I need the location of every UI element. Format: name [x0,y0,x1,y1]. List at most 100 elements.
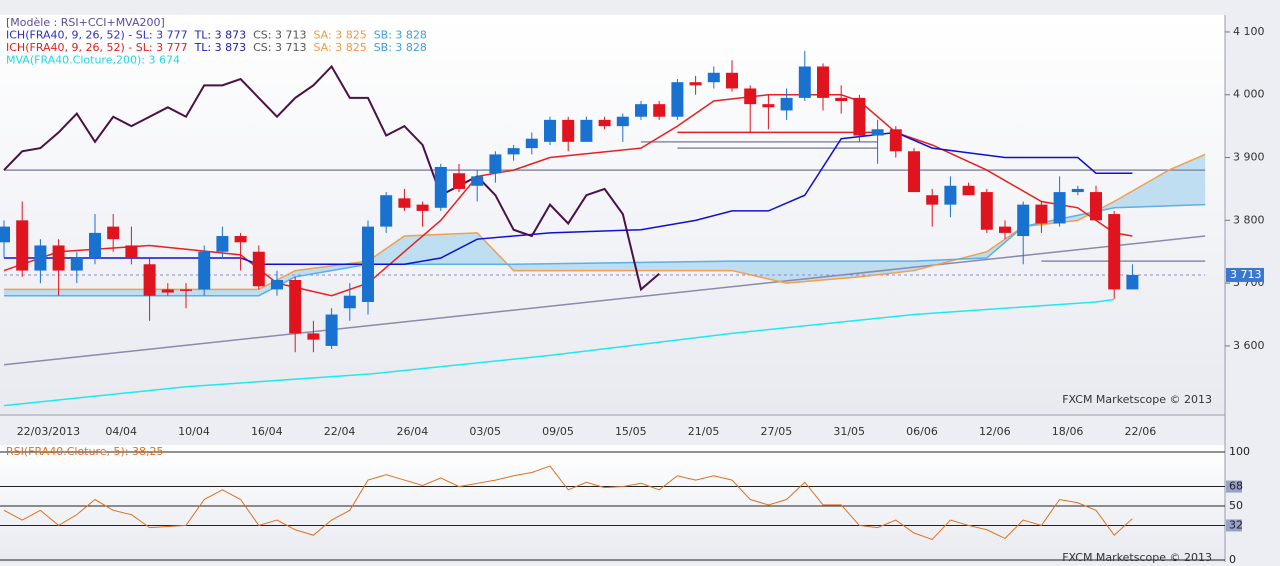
candle-body [762,104,775,108]
x-tick-label: 22/03/2013 [17,425,80,438]
x-tick-label: 26/04 [397,425,429,438]
candle-body [325,314,338,346]
candle-body [271,279,283,290]
x-tick-label: 06/06 [906,425,938,438]
candle-body [398,198,411,208]
candle-body [598,119,611,127]
x-tick-label: 18/06 [1052,425,1084,438]
y-tick-label: 3 900 [1233,151,1265,164]
price-marker-label: 3 713 [1230,268,1262,281]
candle-body [853,97,866,136]
x-tick-label: 04/04 [105,425,137,438]
candle-body [16,220,29,271]
candle-body [707,72,720,83]
x-tick-label: 03/05 [469,425,501,438]
candle-body [616,116,629,127]
x-tick-label: 22/04 [324,425,356,438]
y-tick-label: 4 000 [1233,88,1265,101]
x-tick-label: 09/05 [542,425,574,438]
cloud-fill [4,154,1206,296]
header-segment: TL: 3 873 [194,29,247,42]
indicator-line [4,131,1133,266]
candle-body [744,88,757,105]
candle-body [798,66,811,98]
y-tick-label: 4 100 [1233,25,1265,38]
candle-body [926,195,939,205]
candle-body [780,97,793,111]
candle-body [70,258,83,271]
header-segment: ICH(FRA40, 9, 26, 52) - SL: 3 777 [6,29,188,42]
candle-body [871,129,884,136]
rsi-label: RSI(FRA40.Cloture, 5): 38,25 [6,445,163,458]
candle-body [908,151,920,193]
x-tick-label: 21/05 [688,425,720,438]
candle-body [507,148,520,155]
candle-body [52,245,65,271]
candle-body [817,66,829,98]
indicator-line [3,298,1115,407]
candle-body [125,245,138,259]
candle-body [544,119,556,142]
header-line: ICH(FRA40, 9, 26, 52) - SL: 3 777 TL: 3 8… [6,41,427,54]
candle-body [1053,192,1066,224]
candle-body [562,119,575,142]
candle-body [580,119,593,142]
header-segment: SA: 3 825 [313,41,366,54]
candle-body [1090,192,1102,221]
indicator-line [4,153,1206,291]
candle-body [726,72,738,89]
candle-body [453,173,465,189]
candle-body [525,138,538,149]
y-tick-label: 100 [1229,445,1250,458]
candle-body [671,82,684,117]
x-tick-label: 10/04 [178,425,210,438]
rsi-line [3,465,1133,541]
header-segment: MVA(FRA40.Cloture,200): 3 674 [6,54,180,67]
candle-body [0,226,10,243]
indicator-line [3,235,1206,366]
candle-body [143,264,156,296]
candle-body [962,185,975,196]
header-line: MVA(FRA40.Cloture,200): 3 674 [6,54,180,67]
x-tick-label: 22/06 [1125,425,1157,438]
candle-body [1071,188,1084,193]
y-tick-label: 3 600 [1233,339,1265,352]
candle-body [635,104,647,117]
indicator-line [4,203,1206,297]
x-tick-label: 15/05 [615,425,647,438]
y-tick-label: 50 [1229,499,1243,512]
header-segment: SB: 3 828 [374,41,427,54]
candle-body [343,295,356,309]
candle-body [234,236,247,243]
y-tick-label: 32 [1229,518,1243,531]
tick-highlight [1226,519,1242,532]
candle-body [889,129,902,152]
candle-body [689,82,702,86]
candle-body [980,192,993,230]
header-segment: [Modèle : RSI+CCI+MVA200] [6,16,165,29]
header-segment: SB: 3 828 [374,29,427,42]
header-segment: CS: 3 713 [253,41,306,54]
candle-body [489,154,502,174]
candle-body [34,245,47,271]
candle-body [307,333,320,340]
price-marker-bg [1226,267,1264,282]
y-tick-label: 0 [1229,553,1236,566]
candle-body [180,289,192,291]
watermark: FXCM Marketscope © 2013 [1062,393,1212,406]
header-line: [Modèle : RSI+CCI+MVA200] [6,16,165,29]
candle-body [89,232,101,259]
tick-highlight [1226,480,1242,493]
candle-body [835,97,848,102]
candle-body [1126,274,1139,290]
candle-body [216,236,229,252]
rsi-panel [0,445,1225,562]
candle-body [653,104,666,117]
x-tick-label: 16/04 [251,425,283,438]
y-tick-label: 3 800 [1233,213,1265,226]
indicator-line [3,64,660,292]
candle-body [198,251,211,290]
header-segment: SA: 3 825 [313,29,366,42]
x-tick-label: 12/06 [979,425,1011,438]
